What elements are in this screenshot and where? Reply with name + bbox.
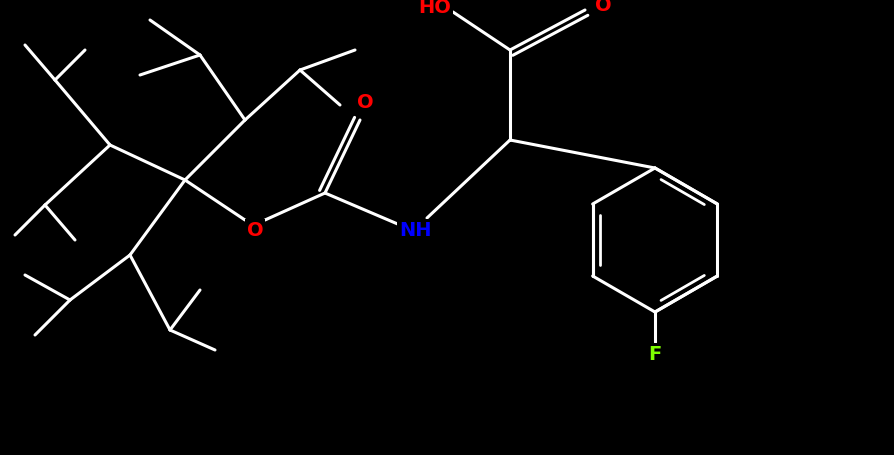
Text: O: O	[247, 221, 263, 240]
Text: F: F	[647, 345, 661, 364]
Text: O: O	[594, 0, 611, 15]
Text: O: O	[357, 93, 373, 112]
Text: NH: NH	[399, 221, 431, 240]
Text: HO: HO	[418, 0, 451, 17]
